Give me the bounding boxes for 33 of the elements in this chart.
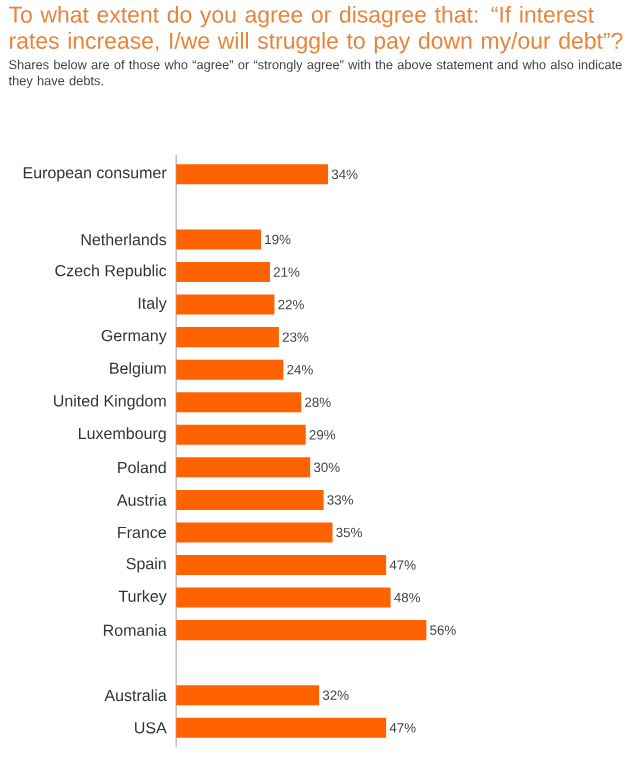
bar bbox=[175, 685, 319, 706]
y-tick-label: France bbox=[117, 526, 166, 539]
y-tick-label: USA bbox=[134, 722, 167, 734]
y-tick-label: United Kingdom bbox=[53, 394, 166, 410]
y-tick-label: Turkey bbox=[118, 590, 167, 606]
y-tick-label: Spain bbox=[126, 557, 166, 573]
y-tick-label: Italy bbox=[138, 297, 167, 313]
y-tick-label: Romania bbox=[103, 624, 167, 637]
y-tick-label: Germany bbox=[101, 329, 167, 345]
bar bbox=[175, 620, 427, 641]
y-tick-label: Czech Republic bbox=[55, 264, 166, 280]
bar bbox=[175, 457, 310, 478]
y-tick-label: Poland bbox=[117, 461, 166, 474]
bar bbox=[175, 522, 333, 543]
bar bbox=[175, 359, 284, 380]
bar bbox=[175, 164, 328, 185]
bar bbox=[175, 262, 270, 283]
bar bbox=[175, 294, 275, 315]
y-tick-label: Australia bbox=[104, 689, 167, 702]
bar bbox=[175, 555, 386, 576]
bar bbox=[175, 587, 391, 608]
y-tick-label: Belgium bbox=[109, 362, 166, 378]
bar bbox=[175, 327, 279, 348]
bar bbox=[175, 717, 386, 738]
bar bbox=[175, 424, 306, 445]
y-tick-label: European consumer bbox=[23, 167, 167, 182]
y-tick-label: Luxembourg bbox=[78, 427, 166, 443]
y-tick-label: Netherlands bbox=[81, 233, 166, 246]
bar bbox=[175, 229, 261, 250]
bar bbox=[175, 392, 301, 413]
bar bbox=[175, 489, 324, 510]
y-tick-label: Austria bbox=[116, 493, 167, 506]
chart-title: To what extent do you agree or disagree that: “If interest rates increase, I/we will struggle to pay down my/our debt”? bbox=[8, 5, 623, 54]
